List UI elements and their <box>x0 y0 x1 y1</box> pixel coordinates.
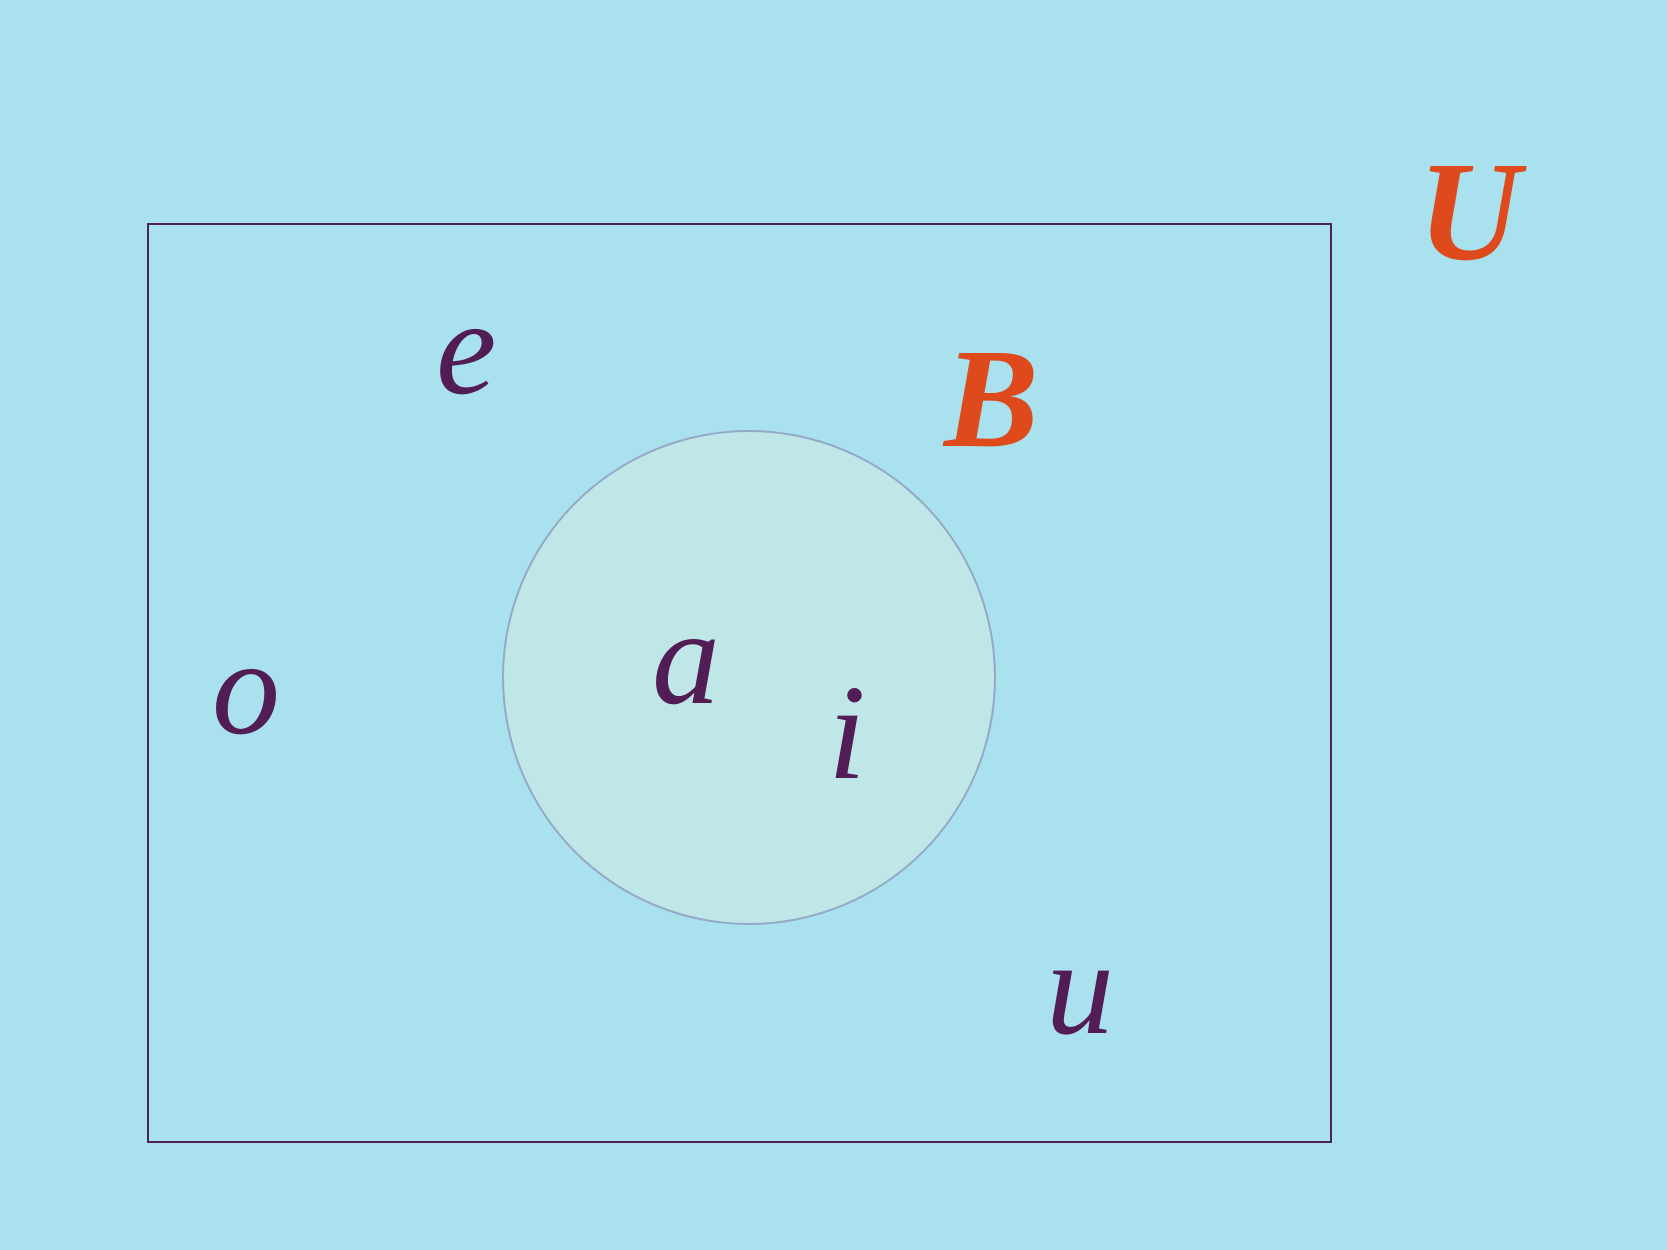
element-i: i <box>828 658 866 808</box>
element-o: o <box>212 613 280 763</box>
element-e: e <box>436 273 497 423</box>
set-b-label: B <box>944 319 1039 477</box>
universe-label: U <box>1418 132 1521 290</box>
element-u: u <box>1046 913 1114 1063</box>
universe-rectangle <box>147 223 1332 1143</box>
element-a: a <box>652 583 720 733</box>
set-b-circle <box>502 430 996 925</box>
